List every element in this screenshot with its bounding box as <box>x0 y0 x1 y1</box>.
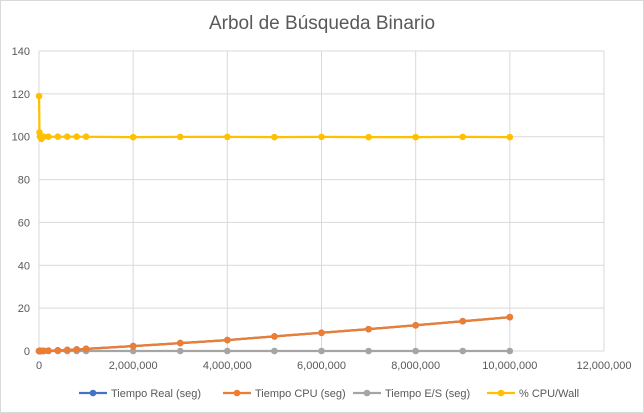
data-point <box>224 133 231 141</box>
series-line <box>37 95 510 140</box>
gridlines <box>39 50 605 352</box>
x-tick-label: 10,000,000 <box>482 360 537 372</box>
data-point <box>129 347 137 355</box>
chart-title: Arbol de Búsqueda Binario <box>209 13 435 34</box>
data-point <box>40 133 48 141</box>
y-tick-label: 20 <box>18 303 30 315</box>
data-point <box>224 347 231 355</box>
data-point <box>459 347 467 355</box>
legend-item: % CPU/Wall <box>487 388 579 400</box>
legend-item: Tiempo E/S (seg) <box>353 388 470 400</box>
data-point <box>54 347 62 354</box>
x-tick-label: 12,000,000 <box>576 360 631 372</box>
data-point <box>129 342 137 350</box>
data-point <box>54 133 62 141</box>
series-tiempo-cpu-seg <box>35 313 514 355</box>
data-point <box>176 347 184 355</box>
legend: Tiempo Real (seg) Tiempo CPU (seg) Tiempo … <box>79 388 579 400</box>
legend-item: Tiempo Real (seg) <box>79 388 201 400</box>
data-point <box>365 133 372 141</box>
series-layer <box>35 92 514 355</box>
data-point <box>82 345 90 353</box>
data-point <box>506 347 514 355</box>
legend-marker <box>89 389 97 397</box>
data-point <box>73 133 80 141</box>
x-tick-label: 8,000,000 <box>391 360 440 372</box>
x-tick-label: 0 <box>36 360 42 372</box>
data-point <box>318 329 325 337</box>
legend-marker <box>497 389 505 397</box>
y-tick-label: 140 <box>12 46 30 58</box>
data-point <box>82 133 90 141</box>
legend-label: Tiempo E/S (seg) <box>385 388 470 400</box>
x-tick-label: 2,000,000 <box>109 360 158 372</box>
legend-label: Tiempo CPU (seg) <box>255 388 346 400</box>
series-cpu-wall <box>35 92 514 143</box>
x-tick-label: 4,000,000 <box>203 360 252 372</box>
legend-label: % CPU/Wall <box>519 388 579 400</box>
data-point <box>63 133 71 141</box>
data-point <box>365 325 372 333</box>
data-point <box>412 321 419 329</box>
y-tick-label: 120 <box>12 89 30 101</box>
legend-label: Tiempo Real (seg) <box>111 388 201 400</box>
data-point <box>271 347 278 355</box>
data-point <box>45 347 52 355</box>
y-tick-label: 60 <box>18 217 30 229</box>
data-point <box>412 133 419 141</box>
data-point <box>224 336 231 344</box>
legend-item: Tiempo CPU (seg) <box>223 388 346 400</box>
data-point <box>35 92 43 100</box>
y-tick-label: 100 <box>12 132 30 144</box>
legend-marker <box>233 389 241 397</box>
data-point <box>318 347 325 355</box>
data-point <box>318 133 325 141</box>
data-point <box>506 133 514 141</box>
legend-marker <box>363 389 371 397</box>
data-point <box>271 133 278 141</box>
y-tick-label: 40 <box>18 260 30 272</box>
data-point <box>459 133 467 141</box>
data-point <box>176 339 184 347</box>
x-tick-label: 6,000,000 <box>297 360 346 372</box>
data-point <box>459 317 467 325</box>
data-point <box>412 347 419 355</box>
data-point <box>73 346 80 353</box>
data-point <box>45 133 52 141</box>
y-tick-label: 0 <box>24 346 30 358</box>
data-point <box>176 133 184 141</box>
data-point <box>129 133 137 141</box>
data-point <box>365 347 372 355</box>
data-point <box>40 347 48 355</box>
data-point <box>271 333 278 340</box>
data-point <box>506 313 514 321</box>
y-tick-label: 80 <box>18 175 30 187</box>
data-point <box>63 346 71 354</box>
